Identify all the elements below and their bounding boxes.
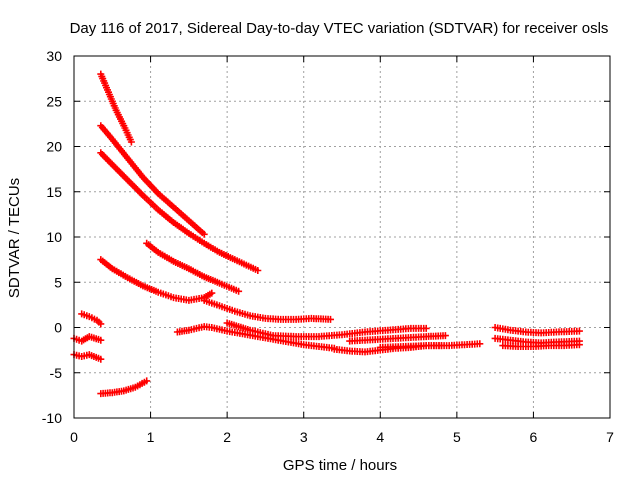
series-markers xyxy=(491,324,583,337)
series-3 xyxy=(97,149,262,274)
x-tick-label: 1 xyxy=(147,429,155,445)
x-tick-label: 4 xyxy=(376,429,384,445)
series-11 xyxy=(173,323,338,352)
series-markers xyxy=(97,122,208,238)
series-6 xyxy=(200,296,334,323)
series-markers xyxy=(70,351,105,363)
series-10 xyxy=(97,377,151,398)
series-14 xyxy=(346,332,449,345)
series-markers xyxy=(78,310,105,328)
series-markers xyxy=(70,333,105,345)
x-tick-label: 7 xyxy=(606,429,614,445)
axis-ticks xyxy=(73,55,611,419)
series-5 xyxy=(97,256,216,304)
y-tick-label: 20 xyxy=(46,139,62,155)
series-7 xyxy=(78,310,105,328)
x-tick-label: 3 xyxy=(300,429,308,445)
series-16 xyxy=(491,324,583,337)
series-markers xyxy=(97,70,135,146)
y-tick-label: 15 xyxy=(46,184,62,200)
y-tick-label: 0 xyxy=(54,320,62,336)
series-9 xyxy=(70,351,105,363)
series-18 xyxy=(499,341,583,350)
series-markers xyxy=(499,341,583,350)
series-4 xyxy=(143,239,243,295)
x-tick-labels: 0 1 2 3 4 5 6 7 xyxy=(70,429,614,445)
y-tick-label: 25 xyxy=(46,93,62,109)
series-2 xyxy=(97,122,208,238)
x-tick-label: 0 xyxy=(70,429,78,445)
series-1 xyxy=(97,70,135,146)
chart-title: Day 116 of 2017, Sidereal Day-to-day VTE… xyxy=(70,20,609,37)
series-markers xyxy=(97,256,216,304)
y-tick-label: 10 xyxy=(46,229,62,245)
y-tick-label: -10 xyxy=(42,410,62,426)
y-tick-label: 30 xyxy=(46,48,62,64)
series-markers xyxy=(97,377,151,398)
series-markers xyxy=(173,323,338,352)
x-axis-label: GPS time / hours xyxy=(283,457,397,474)
series-markers xyxy=(143,239,243,295)
x-tick-label: 5 xyxy=(453,429,461,445)
x-tick-label: 6 xyxy=(530,429,538,445)
data-points xyxy=(70,70,583,398)
grid-lines xyxy=(74,56,610,418)
y-tick-label: 5 xyxy=(54,274,62,290)
series-markers xyxy=(223,319,430,341)
y-tick-label: -5 xyxy=(50,365,63,381)
series-15 xyxy=(376,340,484,351)
series-markers xyxy=(200,296,334,323)
y-tick-labels: -10 -5 0 5 10 15 20 25 30 xyxy=(42,48,62,426)
series-markers xyxy=(97,149,262,274)
series-markers xyxy=(346,332,449,345)
series-markers xyxy=(376,340,484,351)
y-axis-label: SDTVAR / TECUs xyxy=(6,178,23,298)
series-8 xyxy=(70,333,105,345)
series-12 xyxy=(223,319,430,341)
x-tick-label: 2 xyxy=(223,429,231,445)
